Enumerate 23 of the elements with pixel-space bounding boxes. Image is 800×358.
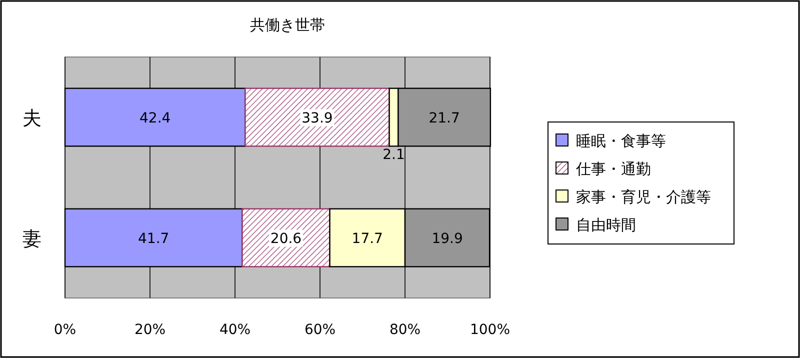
bar [244,88,390,147]
y-tick-label: 妻 [22,228,42,250]
bar [242,208,330,268]
legend-label: 睡眠・食事等 [576,132,666,150]
x-tick-label: 0% [54,322,76,338]
data-label: 17.7 [352,230,383,247]
chart-title: 共働き世帯 [250,16,325,34]
y-tick-label: 夫 [22,107,42,130]
x-tick-label: 100% [470,322,510,338]
x-tick-label: 20% [134,322,166,338]
x-tick-label: 60% [304,322,336,338]
data-label: 20.6 [270,230,302,247]
data-label: 2.1 [382,147,405,164]
legend-label: 家事・育児・介護等 [576,188,711,206]
x-tick-label: 40% [219,322,251,338]
data-label: 33.9 [302,110,333,126]
data-label: 41.7 [138,230,170,247]
legend-label: 仕事・通勤 [575,160,651,178]
x-tick-label: 80% [389,322,421,338]
data-label: 21.7 [428,110,460,126]
data-label: 42.4 [140,110,171,126]
legend-label: 自由時間 [576,216,636,234]
data-label: 19.9 [432,230,463,247]
